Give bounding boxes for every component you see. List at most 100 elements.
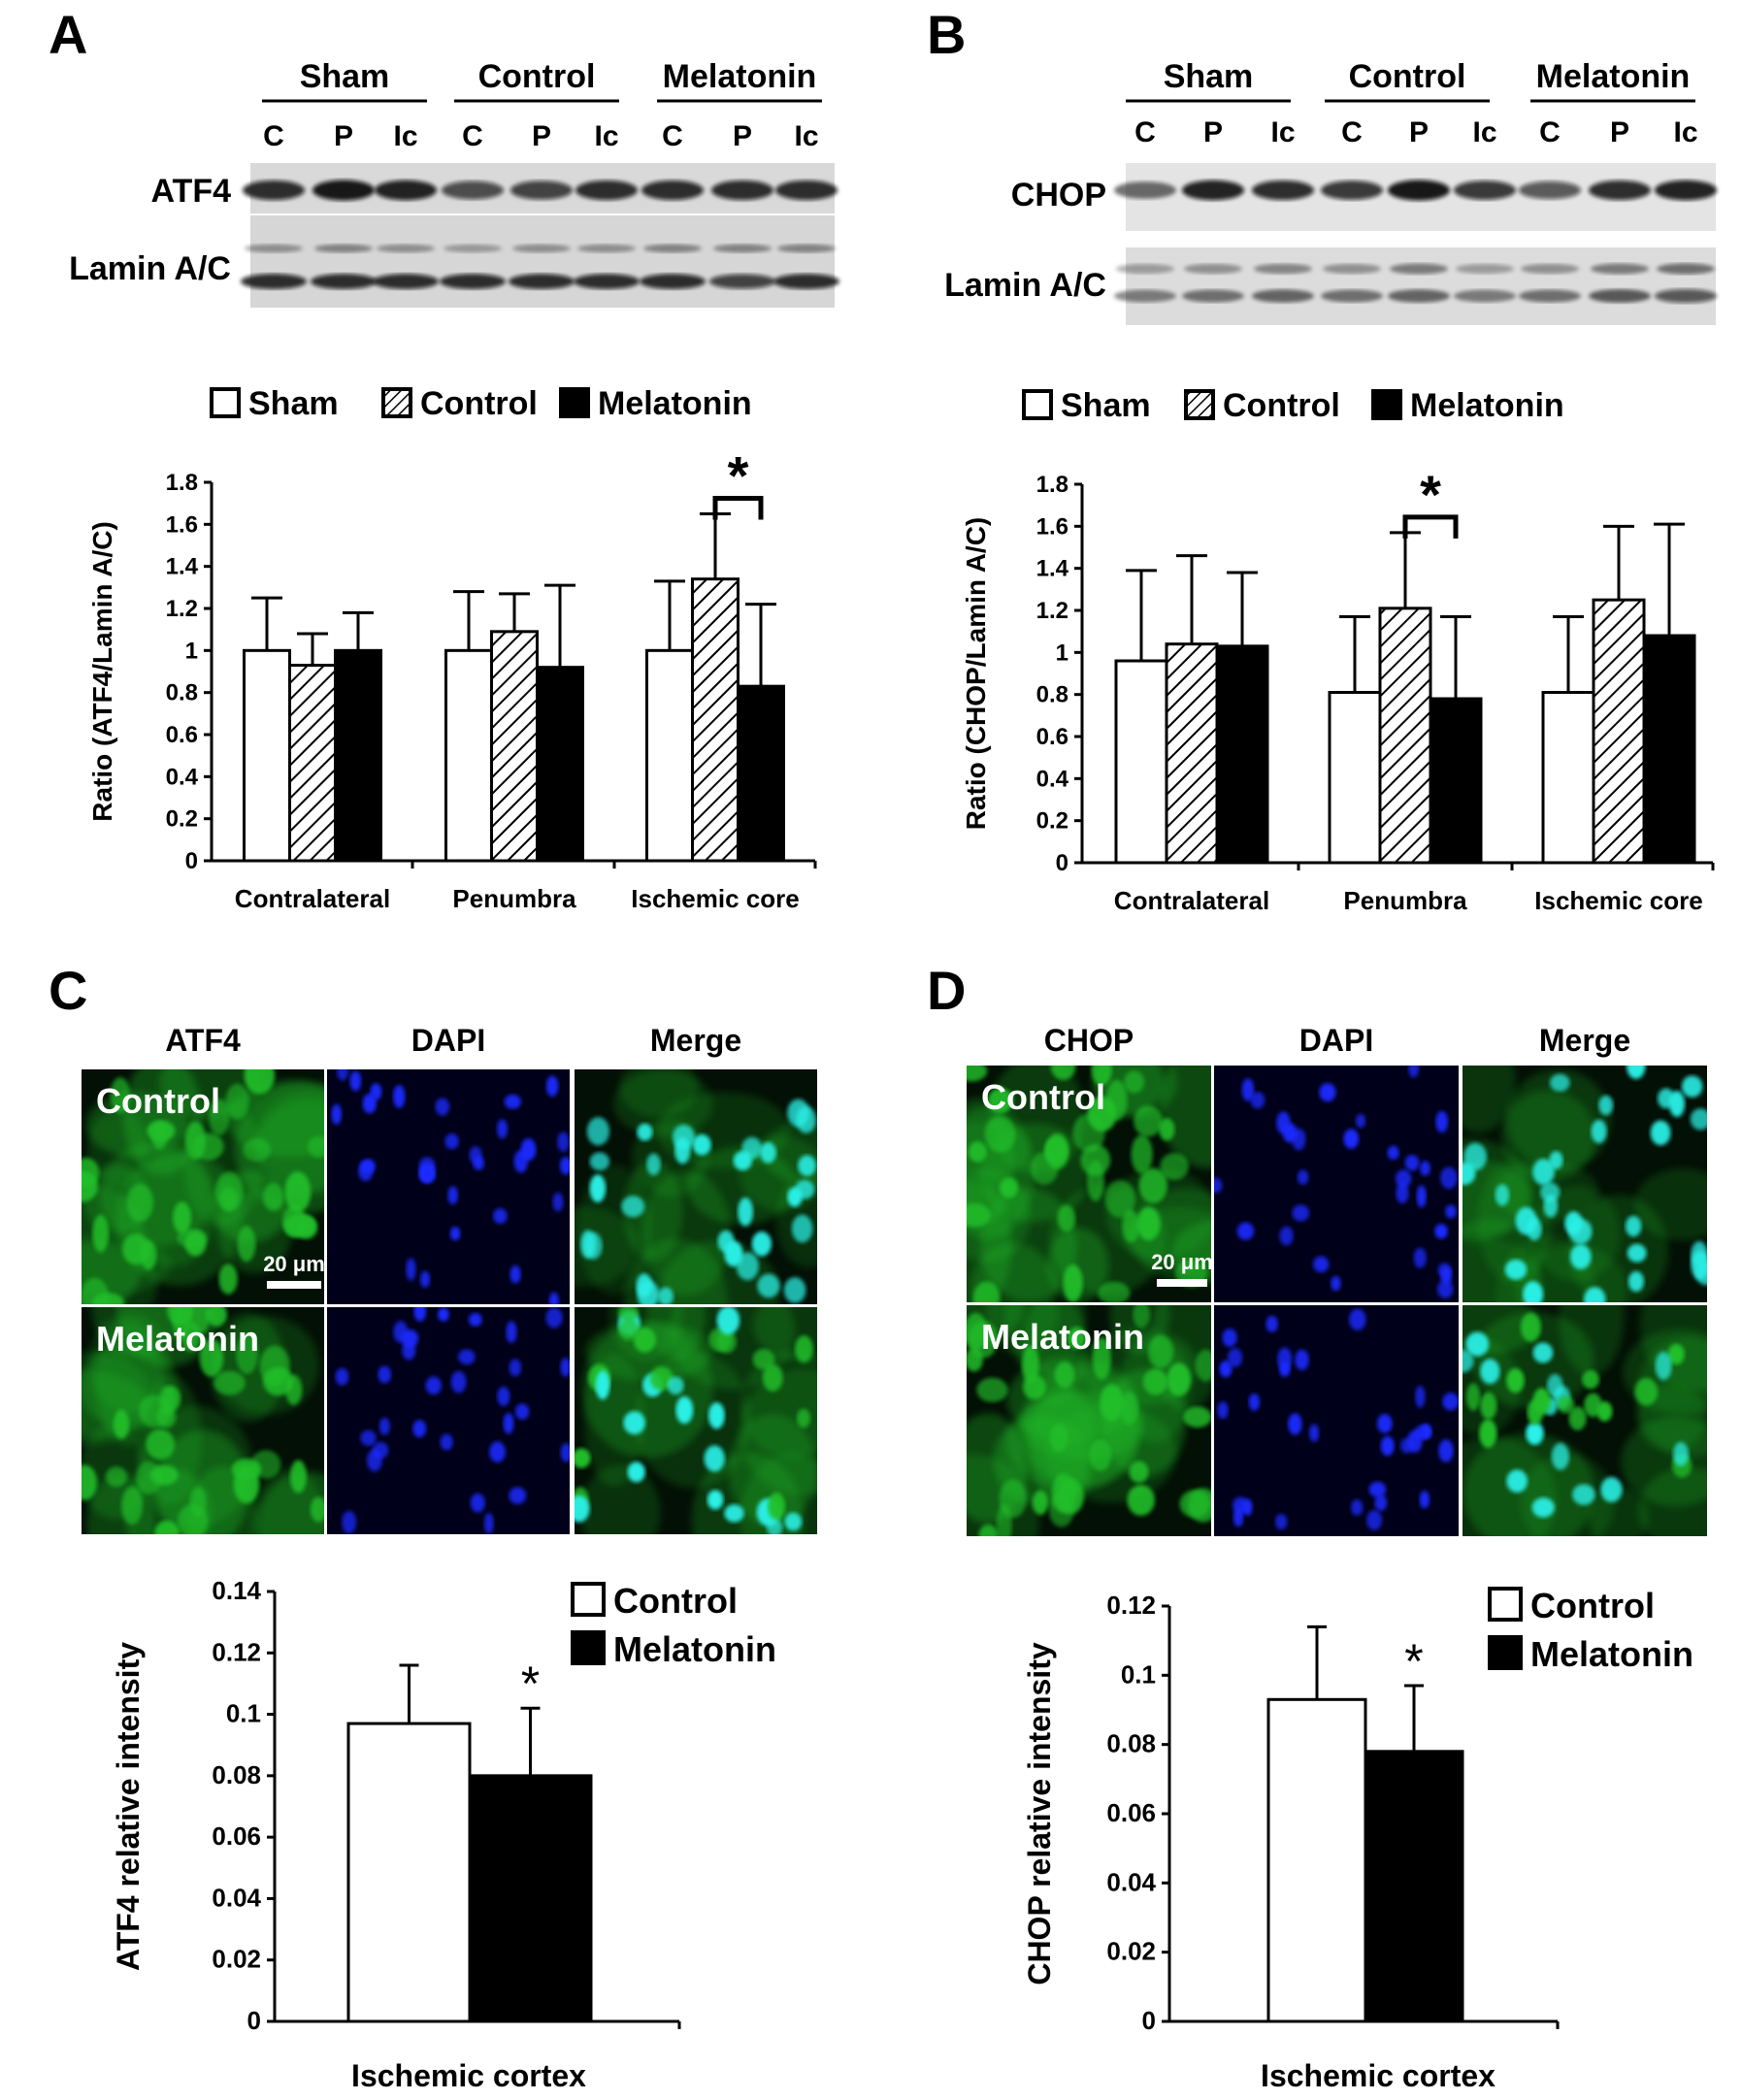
green-cell xyxy=(967,1312,988,1351)
green-cell xyxy=(122,1233,150,1265)
merge-nucleus xyxy=(757,1273,780,1298)
merge-nucleus xyxy=(1479,1419,1497,1449)
merge-nucleus xyxy=(589,1174,607,1203)
merge-nucleus xyxy=(724,1504,744,1523)
blue-nucleus xyxy=(406,1258,416,1281)
micrograph-column-label: Merge xyxy=(650,1023,741,1058)
blue-nucleus xyxy=(1277,1347,1293,1371)
scale-bar xyxy=(1157,1279,1207,1287)
green-cell xyxy=(1063,1263,1083,1302)
micrograph-column-label: Merge xyxy=(1539,1023,1630,1058)
bar-chart-d: 0 0.02 0.04 0.06 0.08 0.1 0.12 CHOP relative in… xyxy=(1022,1586,1693,2093)
green-cell xyxy=(236,1333,258,1374)
significance-star: * xyxy=(521,1657,540,1711)
green-cell xyxy=(105,1466,127,1488)
green-cell xyxy=(233,1465,260,1504)
blot-row-label: Lamin A/C xyxy=(69,250,231,287)
green-cell xyxy=(189,1487,207,1517)
panel-letter-c: C xyxy=(49,960,87,1021)
green-cell xyxy=(135,1460,162,1494)
blot-band xyxy=(777,244,836,253)
green-cell xyxy=(1129,1460,1149,1484)
y-tick-label: 0.2 xyxy=(1036,808,1068,835)
y-tick-label: 1.4 xyxy=(166,554,199,580)
green-cell xyxy=(1022,1345,1039,1384)
blue-nucleus xyxy=(378,1365,392,1384)
green-cell xyxy=(1091,1066,1112,1086)
blot-band xyxy=(311,274,377,289)
blot-lane-label: Ic xyxy=(1472,116,1496,148)
blot-lane-label: C xyxy=(1134,116,1156,148)
green-haze xyxy=(612,1069,713,1137)
x-axis-title: Ischemic cortex xyxy=(351,2058,586,2093)
micrograph-column-label: DAPI xyxy=(1299,1023,1373,1058)
blue-nucleus xyxy=(1241,1078,1255,1101)
green-cell xyxy=(1067,1327,1086,1349)
merge-nucleus xyxy=(752,1348,775,1370)
legend-label: Control xyxy=(420,385,538,422)
blue-nucleus xyxy=(1222,1329,1237,1347)
category-label: Contralateral xyxy=(235,884,390,913)
y-tick-label: 1.8 xyxy=(166,470,198,496)
blot-band xyxy=(1519,180,1581,200)
blue-nucleus xyxy=(412,1420,427,1438)
blue-nucleus xyxy=(545,1307,563,1329)
bar xyxy=(1114,659,1168,865)
blue-nucleus xyxy=(468,1312,482,1327)
blot-band xyxy=(1456,263,1514,275)
green-cell xyxy=(1098,1281,1131,1302)
merge-nucleus xyxy=(657,1287,674,1304)
green-cell xyxy=(1100,1384,1124,1422)
legend-swatch xyxy=(1371,389,1402,420)
blue-nucleus xyxy=(393,1085,406,1108)
bar-chart-c: 0 0.02 0.04 0.06 0.08 0.1 0.12 0.14 ATF4 relativ… xyxy=(111,1576,776,2093)
blot-band xyxy=(640,274,706,289)
green-cell xyxy=(209,1099,230,1136)
micrograph-row-label: Control xyxy=(981,1077,1105,1117)
green-haze xyxy=(1500,1090,1595,1182)
legend-swatch xyxy=(559,387,590,418)
blot-row-label: Lamin A/C xyxy=(944,267,1106,304)
y-tick-label: 0.12 xyxy=(212,1637,261,1666)
blot-lane-label: C xyxy=(263,120,284,152)
micrograph-content xyxy=(575,1307,817,1534)
merge-nucleus xyxy=(1480,1359,1500,1385)
blue-nucleus xyxy=(438,1307,449,1322)
bar xyxy=(243,648,291,863)
blue-nucleus xyxy=(514,1403,530,1420)
green-cell xyxy=(1133,1305,1150,1329)
merge-nucleus xyxy=(627,1461,645,1483)
legend-swatch xyxy=(571,1630,606,1665)
blue-nucleus xyxy=(444,1132,459,1150)
green-cell xyxy=(225,1083,249,1120)
blot-band xyxy=(1589,180,1651,201)
green-cell xyxy=(1159,1118,1175,1141)
blot-group-label: Sham xyxy=(1164,58,1254,95)
merge-nucleus xyxy=(692,1133,711,1156)
blue-nucleus xyxy=(520,1138,537,1162)
blot-band xyxy=(373,274,439,289)
y-tick-label: 0 xyxy=(185,848,198,874)
blot-band xyxy=(1254,263,1312,275)
bar xyxy=(490,630,539,863)
bar xyxy=(1429,697,1483,865)
blot-band xyxy=(1114,289,1176,303)
green-haze xyxy=(645,1307,707,1360)
blue-nucleus xyxy=(470,1493,485,1513)
blue-nucleus xyxy=(349,1070,362,1092)
y-tick-label: 0.06 xyxy=(1106,1798,1156,1827)
legend-swatch xyxy=(1488,1587,1523,1622)
y-tick-label: 0.4 xyxy=(1036,766,1069,792)
blue-nucleus xyxy=(413,1307,427,1322)
merge-nucleus xyxy=(1526,1422,1544,1445)
bar xyxy=(444,648,493,863)
blot-band xyxy=(1390,263,1448,275)
green-cell xyxy=(243,1137,272,1162)
merge-nucleus xyxy=(783,1277,806,1303)
green-cell xyxy=(155,1405,177,1428)
merge-nucleus xyxy=(768,1492,786,1521)
green-cell xyxy=(1138,1167,1167,1204)
green-cell xyxy=(284,1171,312,1213)
green-haze xyxy=(641,1170,731,1296)
y-tick-label: 1.4 xyxy=(1036,556,1069,582)
